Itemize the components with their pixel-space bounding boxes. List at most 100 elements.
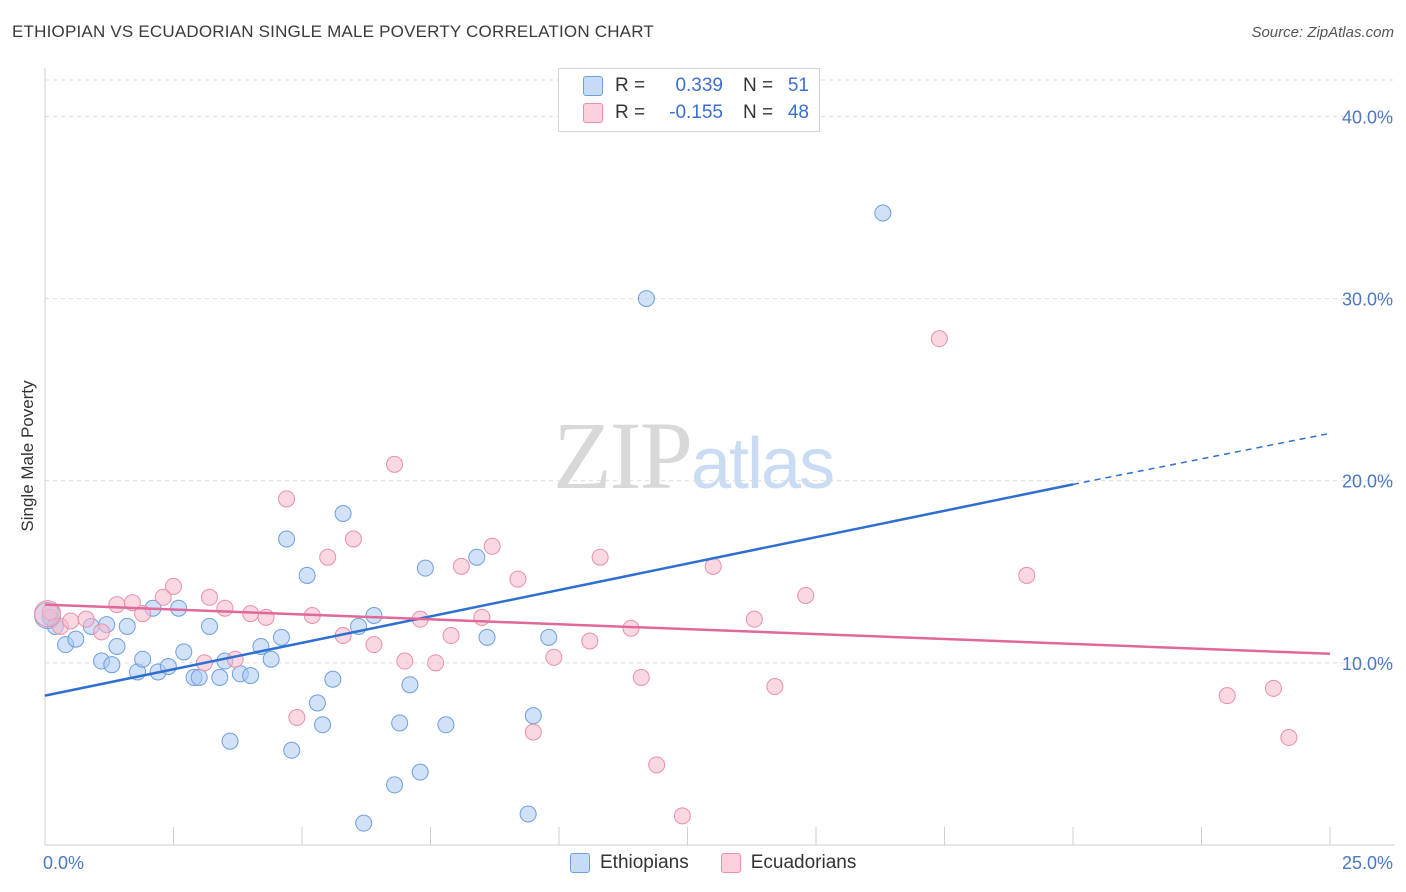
ecuadorians-point [319, 548, 337, 566]
legend-n-value: 51 [787, 75, 809, 96]
chart-title: ETHIOPIAN VS ECUADORIAN SINGLE MALE POVE… [12, 22, 654, 41]
ecuadorians-point [545, 648, 563, 666]
ecuadorians-point [200, 588, 218, 606]
ethiopians-point [478, 628, 496, 646]
ecuadorians-point [632, 668, 650, 686]
trend-lines [44, 432, 1331, 697]
ecuadorians-point [524, 723, 542, 741]
legend-label-ethiopians: Ethiopians [600, 852, 689, 873]
source-label: Source: ZipAtlas.com [1251, 24, 1394, 41]
legend-r-value: 0.339 [675, 75, 723, 96]
ecuadorians-point [1018, 566, 1036, 584]
ethiopians-point [134, 650, 152, 668]
ethiopians-point [278, 530, 296, 548]
ethiopians-point [200, 617, 218, 635]
ecuadorians-point [386, 455, 404, 473]
ethiopians-point [401, 676, 419, 694]
ethiopians-point [170, 599, 188, 617]
ethiopians-point [874, 204, 892, 222]
ecuadorians-point [93, 623, 111, 641]
ecuadorians-point [648, 756, 666, 774]
ecuadorians-point [77, 610, 95, 628]
ecuadorians-point [1218, 687, 1236, 705]
series-legend: Ethiopians Ecuadorians [570, 852, 888, 874]
ethiopians-point [308, 694, 326, 712]
ethiopians-trend-line [44, 483, 1074, 697]
ethiopians-point [524, 707, 542, 725]
ethiopians-point [118, 617, 136, 635]
ecuadorians-point [216, 599, 234, 617]
ecuadorians-points [34, 330, 1298, 825]
ethiopians-trend-extension [1072, 432, 1331, 486]
legend-label-ecuadorians: Ecuadorians [750, 852, 857, 873]
ecuadorians-point [365, 636, 383, 654]
ethiopians-point [468, 548, 486, 566]
legend-swatch-ethiopians [583, 76, 603, 96]
ethiopians-point [211, 668, 229, 686]
ecuadorians-trend-line [44, 603, 1331, 655]
ecuadorians-point [165, 577, 182, 595]
ecuadorians-point [108, 596, 126, 614]
legend-n-label: N = [743, 75, 774, 96]
ecuadorians-point [1280, 729, 1298, 747]
ecuadorians-point [473, 608, 491, 626]
tick-labels: 10.0% 20.0% 30.0% 40.0% 0.0% 25.0% [43, 107, 1393, 873]
ecuadorians-point [442, 627, 460, 645]
legend-row-ecuadorians: R = -0.155 N = 48 [583, 100, 809, 126]
legend-r-label: R = [615, 75, 646, 96]
legend-item-ethiopians: Ethiopians [570, 852, 689, 874]
ecuadorians-point [452, 557, 470, 575]
axes [44, 68, 1395, 846]
legend-swatch-ecuadorians [720, 853, 741, 873]
ecuadorians-point [396, 652, 414, 670]
ethiopians-point [262, 650, 280, 668]
ecuadorians-point [745, 610, 763, 628]
correlation-legend: R = 0.339 N = 51 R = -0.155 N = 48 [558, 68, 820, 132]
y-tick-label: 20.0% [1342, 472, 1393, 492]
y-tick-label: 30.0% [1342, 290, 1393, 310]
ethiopians-point [283, 741, 301, 759]
ethiopians-point [67, 630, 85, 648]
ethiopians-point [334, 505, 352, 522]
ecuadorians-point [288, 709, 306, 726]
legend-item-ecuadorians: Ecuadorians [720, 852, 857, 874]
ethiopians-point [519, 805, 537, 823]
ecuadorians-point [344, 530, 362, 548]
legend-swatch-ethiopians [570, 853, 590, 873]
ecuadorians-point [797, 586, 815, 604]
legend-n-label: N = [743, 102, 774, 123]
ethiopians-point [221, 732, 239, 750]
x-tick-label: 25.0% [1342, 853, 1393, 873]
ecuadorians-point [581, 632, 599, 650]
ethiopians-point [108, 637, 126, 655]
ecuadorians-point [34, 600, 62, 628]
legend-row-ethiopians: R = 0.339 N = 51 [583, 73, 809, 99]
legend-n-value: 48 [787, 102, 809, 123]
y-tick-label: 10.0% [1342, 654, 1393, 674]
ethiopians-point [416, 559, 434, 577]
ecuadorians-point [509, 570, 527, 588]
ethiopians-point [386, 776, 404, 794]
legend-swatch-ecuadorians [583, 103, 603, 123]
ethiopians-point [314, 716, 332, 734]
ecuadorians-point [226, 650, 244, 668]
ecuadorians-point [1264, 679, 1282, 697]
ethiopians-point [190, 668, 208, 686]
ethiopians-point [242, 667, 260, 685]
ethiopians-point [272, 628, 290, 646]
ecuadorians-point [483, 537, 501, 555]
y-tick-label: 40.0% [1342, 107, 1393, 127]
grid-lines [45, 79, 1395, 664]
ethiopians-point [637, 290, 655, 308]
ecuadorians-point [427, 654, 445, 672]
watermark-zip: ZIP [553, 402, 693, 509]
ethiopians-point [355, 814, 373, 832]
ethiopians-point [175, 643, 193, 661]
ethiopians-point [540, 628, 558, 646]
x-tick-label: 0.0% [43, 853, 84, 873]
legend-r-value: -0.155 [669, 102, 723, 123]
watermark: ZIPatlas [553, 400, 835, 511]
ecuadorians-point [766, 678, 784, 696]
ecuadorians-point [673, 807, 691, 825]
ethiopians-point [298, 566, 316, 584]
